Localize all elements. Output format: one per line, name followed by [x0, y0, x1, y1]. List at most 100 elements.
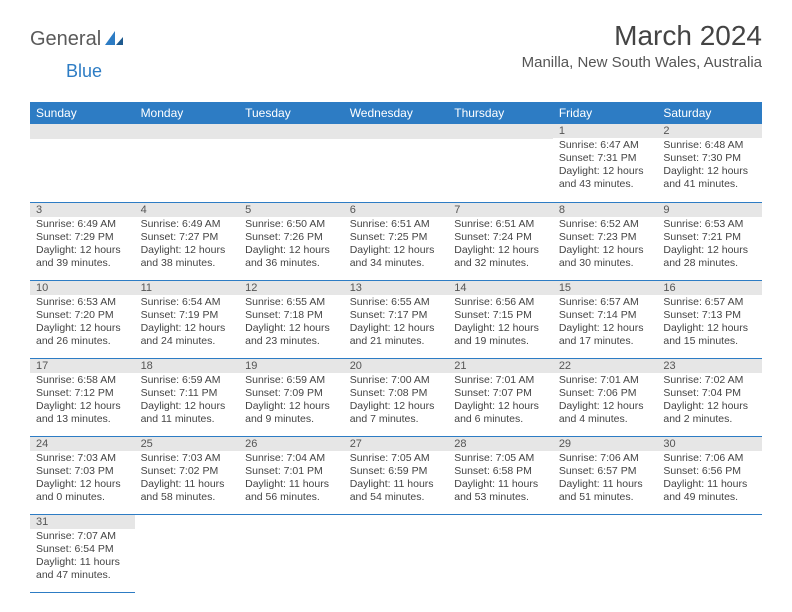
- day-number: 10: [30, 281, 135, 295]
- daylight-text: Daylight: 12 hours and 11 minutes.: [141, 400, 234, 426]
- day-number: 5: [239, 203, 344, 217]
- sunrise-text: Sunrise: 6:59 AM: [245, 374, 338, 387]
- sunrise-text: Sunrise: 7:01 AM: [559, 374, 652, 387]
- sunrise-text: Sunrise: 7:01 AM: [454, 374, 547, 387]
- daylight-text: Daylight: 12 hours and 30 minutes.: [559, 244, 652, 270]
- calendar-cell: [553, 514, 658, 592]
- sunset-text: Sunset: 7:01 PM: [245, 465, 338, 478]
- day-content: Sunrise: 7:07 AMSunset: 6:54 PMDaylight:…: [30, 529, 135, 585]
- sunrise-text: Sunrise: 7:03 AM: [141, 452, 234, 465]
- day-number: 16: [657, 281, 762, 295]
- sunrise-text: Sunrise: 6:55 AM: [350, 296, 443, 309]
- calendar-cell: 18Sunrise: 6:59 AMSunset: 7:11 PMDayligh…: [135, 358, 240, 436]
- sunrise-text: Sunrise: 6:48 AM: [663, 139, 756, 152]
- calendar-table: Sunday Monday Tuesday Wednesday Thursday…: [30, 102, 762, 593]
- calendar-week-row: 3Sunrise: 6:49 AMSunset: 7:29 PMDaylight…: [30, 202, 762, 280]
- calendar-cell: 28Sunrise: 7:05 AMSunset: 6:58 PMDayligh…: [448, 436, 553, 514]
- sunset-text: Sunset: 7:06 PM: [559, 387, 652, 400]
- day-content: Sunrise: 6:50 AMSunset: 7:26 PMDaylight:…: [239, 217, 344, 273]
- day-number: 13: [344, 281, 449, 295]
- day-content: Sunrise: 6:57 AMSunset: 7:14 PMDaylight:…: [553, 295, 658, 351]
- empty-day-header: [448, 124, 553, 139]
- calendar-cell: [239, 124, 344, 202]
- sunrise-text: Sunrise: 6:52 AM: [559, 218, 652, 231]
- day-content: Sunrise: 7:06 AMSunset: 6:56 PMDaylight:…: [657, 451, 762, 507]
- day-content: Sunrise: 6:53 AMSunset: 7:20 PMDaylight:…: [30, 295, 135, 351]
- day-number: 12: [239, 281, 344, 295]
- sunrise-text: Sunrise: 6:51 AM: [350, 218, 443, 231]
- sunset-text: Sunset: 7:17 PM: [350, 309, 443, 322]
- daylight-text: Daylight: 12 hours and 0 minutes.: [36, 478, 129, 504]
- day-number: 1: [553, 124, 658, 138]
- calendar-cell: 17Sunrise: 6:58 AMSunset: 7:12 PMDayligh…: [30, 358, 135, 436]
- day-number: 3: [30, 203, 135, 217]
- sunset-text: Sunset: 6:59 PM: [350, 465, 443, 478]
- calendar-cell: 14Sunrise: 6:56 AMSunset: 7:15 PMDayligh…: [448, 280, 553, 358]
- daylight-text: Daylight: 12 hours and 32 minutes.: [454, 244, 547, 270]
- calendar-cell: 11Sunrise: 6:54 AMSunset: 7:19 PMDayligh…: [135, 280, 240, 358]
- day-content: Sunrise: 6:47 AMSunset: 7:31 PMDaylight:…: [553, 138, 658, 194]
- sunset-text: Sunset: 7:23 PM: [559, 231, 652, 244]
- sunrise-text: Sunrise: 7:06 AM: [559, 452, 652, 465]
- day-content: Sunrise: 6:57 AMSunset: 7:13 PMDaylight:…: [657, 295, 762, 351]
- sunset-text: Sunset: 7:02 PM: [141, 465, 234, 478]
- logo: General: [30, 28, 125, 51]
- sunset-text: Sunset: 7:09 PM: [245, 387, 338, 400]
- day-number: 19: [239, 359, 344, 373]
- daylight-text: Daylight: 12 hours and 4 minutes.: [559, 400, 652, 426]
- calendar-cell: 3Sunrise: 6:49 AMSunset: 7:29 PMDaylight…: [30, 202, 135, 280]
- sunrise-text: Sunrise: 6:59 AM: [141, 374, 234, 387]
- day-number: 9: [657, 203, 762, 217]
- calendar-week-row: 10Sunrise: 6:53 AMSunset: 7:20 PMDayligh…: [30, 280, 762, 358]
- day-number: 8: [553, 203, 658, 217]
- daylight-text: Daylight: 12 hours and 13 minutes.: [36, 400, 129, 426]
- day-content: Sunrise: 6:49 AMSunset: 7:29 PMDaylight:…: [30, 217, 135, 273]
- day-content: Sunrise: 6:58 AMSunset: 7:12 PMDaylight:…: [30, 373, 135, 429]
- sunset-text: Sunset: 7:07 PM: [454, 387, 547, 400]
- day-number: 15: [553, 281, 658, 295]
- sunset-text: Sunset: 6:56 PM: [663, 465, 756, 478]
- calendar-cell: 16Sunrise: 6:57 AMSunset: 7:13 PMDayligh…: [657, 280, 762, 358]
- sunset-text: Sunset: 7:30 PM: [663, 152, 756, 165]
- calendar-cell: 15Sunrise: 6:57 AMSunset: 7:14 PMDayligh…: [553, 280, 658, 358]
- day-number: 27: [344, 437, 449, 451]
- calendar-cell: [135, 514, 240, 592]
- day-number: 14: [448, 281, 553, 295]
- sunrise-text: Sunrise: 6:49 AM: [36, 218, 129, 231]
- weekday-header: Tuesday: [239, 102, 344, 124]
- calendar-cell: 2Sunrise: 6:48 AMSunset: 7:30 PMDaylight…: [657, 124, 762, 202]
- day-content: Sunrise: 7:00 AMSunset: 7:08 PMDaylight:…: [344, 373, 449, 429]
- day-number: 31: [30, 515, 135, 529]
- calendar-cell: 1Sunrise: 6:47 AMSunset: 7:31 PMDaylight…: [553, 124, 658, 202]
- sunrise-text: Sunrise: 6:51 AM: [454, 218, 547, 231]
- calendar-cell: 31Sunrise: 7:07 AMSunset: 6:54 PMDayligh…: [30, 514, 135, 592]
- calendar-cell: 5Sunrise: 6:50 AMSunset: 7:26 PMDaylight…: [239, 202, 344, 280]
- day-content: Sunrise: 6:53 AMSunset: 7:21 PMDaylight:…: [657, 217, 762, 273]
- calendar-cell: 13Sunrise: 6:55 AMSunset: 7:17 PMDayligh…: [344, 280, 449, 358]
- sunrise-text: Sunrise: 6:56 AM: [454, 296, 547, 309]
- day-content: Sunrise: 7:05 AMSunset: 6:58 PMDaylight:…: [448, 451, 553, 507]
- daylight-text: Daylight: 11 hours and 54 minutes.: [350, 478, 443, 504]
- weekday-header: Sunday: [30, 102, 135, 124]
- day-content: Sunrise: 6:55 AMSunset: 7:17 PMDaylight:…: [344, 295, 449, 351]
- calendar-cell: [448, 124, 553, 202]
- sunset-text: Sunset: 7:27 PM: [141, 231, 234, 244]
- sunset-text: Sunset: 7:26 PM: [245, 231, 338, 244]
- day-number: 20: [344, 359, 449, 373]
- day-content: Sunrise: 6:52 AMSunset: 7:23 PMDaylight:…: [553, 217, 658, 273]
- sunrise-text: Sunrise: 6:54 AM: [141, 296, 234, 309]
- weekday-header-row: Sunday Monday Tuesday Wednesday Thursday…: [30, 102, 762, 124]
- daylight-text: Daylight: 11 hours and 47 minutes.: [36, 556, 129, 582]
- sunrise-text: Sunrise: 6:53 AM: [36, 296, 129, 309]
- day-content: Sunrise: 6:55 AMSunset: 7:18 PMDaylight:…: [239, 295, 344, 351]
- day-number: 11: [135, 281, 240, 295]
- calendar-cell: [135, 124, 240, 202]
- daylight-text: Daylight: 11 hours and 49 minutes.: [663, 478, 756, 504]
- sunrise-text: Sunrise: 7:06 AM: [663, 452, 756, 465]
- calendar-cell: 7Sunrise: 6:51 AMSunset: 7:24 PMDaylight…: [448, 202, 553, 280]
- daylight-text: Daylight: 12 hours and 34 minutes.: [350, 244, 443, 270]
- sunset-text: Sunset: 6:58 PM: [454, 465, 547, 478]
- day-number: 30: [657, 437, 762, 451]
- sunrise-text: Sunrise: 6:53 AM: [663, 218, 756, 231]
- day-content: Sunrise: 6:48 AMSunset: 7:30 PMDaylight:…: [657, 138, 762, 194]
